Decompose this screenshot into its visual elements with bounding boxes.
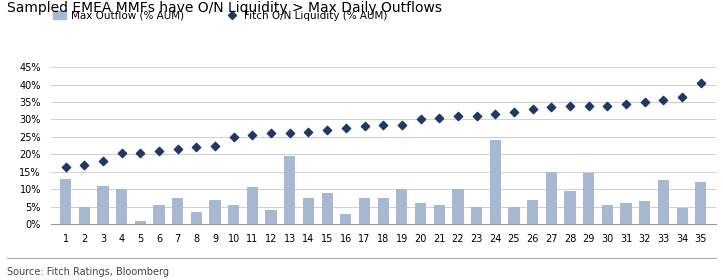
Bar xyxy=(658,180,669,224)
Text: Sampled EMEA MMFs have O/N Liquidity > Max Daily Outflows: Sampled EMEA MMFs have O/N Liquidity > M… xyxy=(7,1,442,15)
Bar xyxy=(247,187,258,224)
Bar xyxy=(172,198,183,224)
Bar xyxy=(508,207,520,224)
Point xyxy=(359,124,370,129)
Bar xyxy=(284,156,296,224)
Bar xyxy=(415,203,426,224)
Point xyxy=(303,129,315,134)
Point xyxy=(415,117,427,122)
Point xyxy=(396,122,408,127)
Point xyxy=(60,164,72,169)
Bar xyxy=(98,186,108,224)
Point xyxy=(134,150,146,155)
Bar xyxy=(210,200,221,224)
Point xyxy=(527,107,539,111)
Point xyxy=(489,112,501,116)
Bar xyxy=(602,205,613,224)
Legend: Max Outflow (% AUM), Fitch O/N Liquidity (% AUM): Max Outflow (% AUM), Fitch O/N Liquidity… xyxy=(49,6,391,25)
Point xyxy=(583,103,594,108)
Point xyxy=(546,105,557,109)
Bar xyxy=(60,179,71,224)
Point xyxy=(602,103,613,108)
Bar xyxy=(134,221,146,224)
Point xyxy=(695,81,706,85)
Bar xyxy=(453,189,463,224)
Bar xyxy=(359,198,370,224)
Point xyxy=(564,103,576,108)
Point xyxy=(265,131,277,136)
Bar xyxy=(153,205,165,224)
Point xyxy=(676,95,688,99)
Bar xyxy=(341,214,351,224)
Point xyxy=(321,128,333,132)
Point xyxy=(340,126,351,130)
Point xyxy=(658,98,669,102)
Point xyxy=(116,150,127,155)
Bar xyxy=(696,182,706,224)
Point xyxy=(284,131,296,136)
Bar xyxy=(116,189,127,224)
Bar xyxy=(303,198,314,224)
Bar xyxy=(639,201,651,224)
Bar xyxy=(265,210,277,224)
Point xyxy=(471,114,482,118)
Bar xyxy=(583,174,594,224)
Bar xyxy=(527,200,538,224)
Point xyxy=(153,149,165,153)
Bar xyxy=(191,212,202,224)
Bar xyxy=(677,208,688,224)
Bar xyxy=(434,205,445,224)
Point xyxy=(377,122,389,127)
Text: Source: Fitch Ratings, Bloomberg: Source: Fitch Ratings, Bloomberg xyxy=(7,267,169,277)
Point xyxy=(79,162,90,167)
Point xyxy=(172,147,184,151)
Point xyxy=(620,102,632,106)
Point xyxy=(452,114,463,118)
Bar xyxy=(79,207,90,224)
Point xyxy=(209,143,221,148)
Bar xyxy=(565,191,576,224)
Bar xyxy=(396,189,408,224)
Point xyxy=(639,100,651,104)
Bar xyxy=(620,203,632,224)
Point xyxy=(97,159,108,164)
Bar xyxy=(228,205,239,224)
Bar xyxy=(546,172,557,224)
Bar xyxy=(489,140,501,224)
Bar xyxy=(322,193,333,224)
Bar xyxy=(471,207,482,224)
Point xyxy=(228,135,239,139)
Point xyxy=(434,115,445,120)
Point xyxy=(508,110,520,115)
Bar xyxy=(377,198,389,224)
Point xyxy=(191,145,202,150)
Point xyxy=(247,133,258,137)
